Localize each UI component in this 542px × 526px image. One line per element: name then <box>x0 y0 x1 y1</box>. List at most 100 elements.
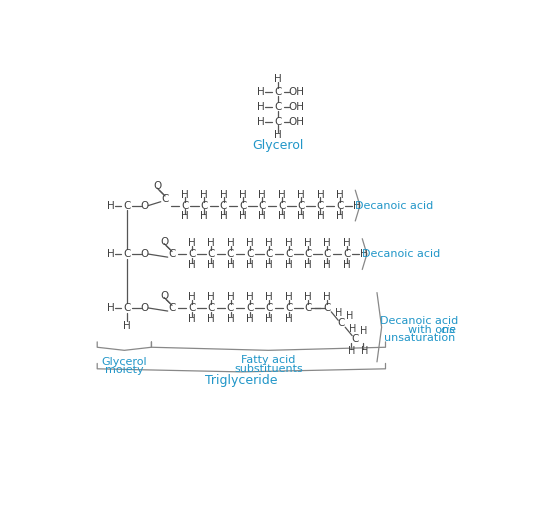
Text: H: H <box>348 346 355 356</box>
Text: H: H <box>353 200 360 210</box>
Text: H: H <box>274 130 282 140</box>
Text: H: H <box>285 260 293 270</box>
Text: H: H <box>257 117 264 127</box>
Text: H: H <box>259 211 266 221</box>
Text: C: C <box>266 303 273 313</box>
Text: C: C <box>304 249 312 259</box>
Text: H: H <box>285 238 293 248</box>
Text: H: H <box>324 260 331 270</box>
Text: C: C <box>324 303 331 313</box>
Text: C: C <box>352 334 359 344</box>
Text: C: C <box>208 249 215 259</box>
Text: H: H <box>297 190 305 200</box>
Text: O: O <box>140 200 149 210</box>
Text: H: H <box>220 211 228 221</box>
Text: C: C <box>338 318 345 328</box>
Text: C: C <box>181 200 189 210</box>
Text: H: H <box>360 249 367 259</box>
Text: H: H <box>257 87 264 97</box>
Text: with one: with one <box>408 325 460 335</box>
Text: H: H <box>266 260 273 270</box>
Text: H: H <box>274 74 282 84</box>
Text: O: O <box>153 181 162 191</box>
Text: C: C <box>298 200 305 210</box>
Text: O: O <box>140 249 149 259</box>
Text: O: O <box>160 291 169 301</box>
Text: H: H <box>336 190 344 200</box>
Text: Decanoic acid: Decanoic acid <box>380 316 459 326</box>
Text: Triglyceride: Triglyceride <box>205 374 278 387</box>
Text: C: C <box>162 194 169 204</box>
Text: C: C <box>227 303 234 313</box>
Text: C: C <box>324 249 331 259</box>
Text: H: H <box>227 292 234 302</box>
Text: H: H <box>317 211 324 221</box>
Text: H: H <box>266 238 273 248</box>
Text: H: H <box>259 190 266 200</box>
Text: H: H <box>188 292 196 302</box>
Text: H: H <box>278 211 286 221</box>
Text: H: H <box>343 238 351 248</box>
Text: C: C <box>336 200 344 210</box>
Text: H: H <box>336 211 344 221</box>
Text: C: C <box>188 249 196 259</box>
Text: H: H <box>304 238 312 248</box>
Text: C: C <box>188 303 196 313</box>
Text: H: H <box>207 292 215 302</box>
Text: C: C <box>274 117 281 127</box>
Text: H: H <box>246 238 254 248</box>
Text: C: C <box>285 249 292 259</box>
Text: H: H <box>227 260 234 270</box>
Text: Glycerol: Glycerol <box>101 357 147 367</box>
Text: C: C <box>343 249 351 259</box>
Text: H: H <box>239 190 247 200</box>
Text: H: H <box>227 314 234 324</box>
Text: H: H <box>227 238 234 248</box>
Text: C: C <box>169 249 176 259</box>
Text: H: H <box>107 303 115 313</box>
Text: C: C <box>123 249 130 259</box>
Text: H: H <box>266 314 273 324</box>
Text: C: C <box>220 200 227 210</box>
Text: H: H <box>324 238 331 248</box>
Text: C: C <box>285 303 292 313</box>
Text: C: C <box>208 303 215 313</box>
Text: Decanoic acid: Decanoic acid <box>355 200 433 210</box>
Text: cis: cis <box>441 325 455 335</box>
Text: H: H <box>349 324 357 334</box>
Text: H: H <box>304 260 312 270</box>
Text: H: H <box>246 314 254 324</box>
Text: C: C <box>304 303 312 313</box>
Text: H: H <box>257 102 264 112</box>
Text: C: C <box>246 303 254 313</box>
Text: H: H <box>246 292 254 302</box>
Text: OH: OH <box>288 87 305 97</box>
Text: O: O <box>140 303 149 313</box>
Text: H: H <box>107 200 115 210</box>
Text: moiety: moiety <box>105 366 144 376</box>
Text: C: C <box>123 200 130 210</box>
Text: H: H <box>207 260 215 270</box>
Text: H: H <box>207 314 215 324</box>
Text: H: H <box>188 260 196 270</box>
Text: H: H <box>317 190 324 200</box>
Text: H: H <box>246 260 254 270</box>
Text: C: C <box>201 200 208 210</box>
Text: unsaturation: unsaturation <box>384 333 455 343</box>
Text: C: C <box>278 200 285 210</box>
Text: H: H <box>207 238 215 248</box>
Text: OH: OH <box>288 102 305 112</box>
Text: C: C <box>169 303 176 313</box>
Text: H: H <box>278 190 286 200</box>
Text: H: H <box>239 211 247 221</box>
Text: C: C <box>239 200 247 210</box>
Text: H: H <box>346 311 353 321</box>
Text: H: H <box>107 249 115 259</box>
Text: H: H <box>285 292 293 302</box>
Text: H: H <box>181 211 189 221</box>
Text: H: H <box>324 292 331 302</box>
Text: H: H <box>188 314 196 324</box>
Text: H: H <box>220 190 228 200</box>
Text: H: H <box>361 346 368 356</box>
Text: Glycerol: Glycerol <box>252 139 304 152</box>
